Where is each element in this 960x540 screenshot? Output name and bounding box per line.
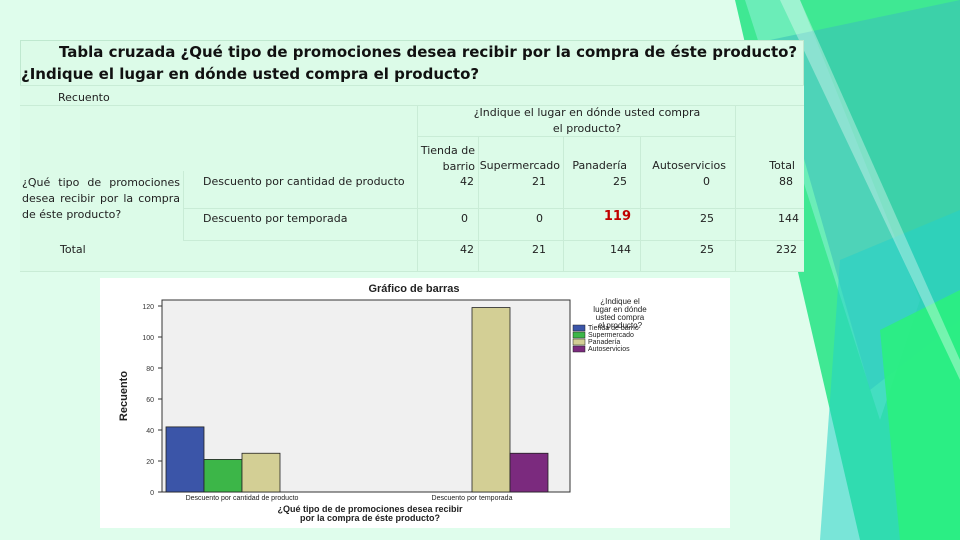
legend-swatch — [572, 324, 586, 332]
column-header-panaderia: Panadería — [572, 159, 627, 172]
table-cell: 88 — [779, 175, 793, 188]
x-tick-label: Descuento por cantidad de producto — [186, 495, 299, 502]
divider — [640, 136, 641, 272]
row-label: Descuento por cantidad de producto — [203, 175, 405, 188]
table-cell: 25 — [613, 175, 627, 188]
count-label: Recuento — [58, 91, 110, 104]
table-title-line2: ¿Indique el lugar en dónde usted compra … — [21, 65, 480, 83]
row-label: Descuento por temporada — [203, 212, 348, 225]
total-row-label: Total — [60, 243, 86, 256]
table-cell: 25 — [700, 212, 714, 225]
legend-title: usted compra — [596, 313, 645, 322]
column-header-total: Total — [769, 159, 795, 172]
column-group-header: ¿Indique el lugar en dónde usted compra … — [473, 106, 701, 135]
column-header-supermercado: Supermercado — [479, 159, 560, 172]
divider — [563, 136, 564, 272]
table-cell: 144 — [778, 212, 799, 225]
legend-title: lugar en dónde — [593, 305, 647, 314]
table-cell: 25 — [700, 243, 714, 256]
legend-title: ¿Indique el — [600, 297, 640, 306]
divider — [478, 136, 479, 272]
column-header-autoservicios: Autoservicios — [652, 159, 726, 172]
x-axis-label: ¿Qué tipo de de promociones desea recibi… — [277, 504, 463, 514]
legend-label: Supermercado — [588, 332, 634, 339]
divider — [183, 240, 804, 241]
table-cell: 21 — [532, 175, 546, 188]
divider — [418, 136, 736, 137]
bar — [203, 459, 243, 493]
y-tick-label: 60 — [146, 397, 154, 404]
x-axis-label-cont: por la compra de éste producto? — [300, 513, 440, 523]
bar-chart-svg: Gráfico de barras 0 20 40 60 80 100 120 Recuento… — [118, 283, 647, 523]
bar — [509, 452, 549, 493]
table-cell: 42 — [460, 175, 474, 188]
table-cell: 0 — [461, 212, 468, 225]
crosstab-table: Tabla cruzada ¿Qué tipo de promociones d… — [20, 40, 804, 272]
bar — [471, 307, 511, 493]
x-tick-label: Descuento por temporada — [432, 495, 513, 502]
table-title-line1: Tabla cruzada ¿Qué tipo de promociones d… — [59, 43, 798, 61]
bar — [241, 452, 281, 493]
table-cell: 232 — [776, 243, 797, 256]
column-header-tienda: Tienda de barrio — [420, 144, 475, 173]
y-tick-label: 40 — [146, 428, 154, 435]
legend-swatch — [572, 345, 586, 353]
legend-swatch — [572, 338, 586, 346]
table-cell-highlight: 119 — [603, 209, 631, 224]
divider — [183, 208, 804, 209]
divider — [20, 85, 804, 86]
table-title: Tabla cruzada ¿Qué tipo de promociones d… — [20, 40, 804, 86]
table-cell: 0 — [536, 212, 543, 225]
y-tick-label: 120 — [142, 304, 154, 311]
y-axis-label: Recuento — [118, 371, 130, 421]
divider — [20, 105, 804, 106]
row-group-label: ¿Qué tipo de promociones desea recibir p… — [22, 176, 180, 221]
y-tick-label: 0 — [150, 490, 154, 497]
legend-label: Tienda de barrio — [588, 325, 639, 332]
table-cell: 42 — [460, 243, 474, 256]
divider — [735, 105, 736, 272]
legend-label: Autoservicios — [588, 346, 630, 353]
y-tick-label: 20 — [146, 459, 154, 466]
bar — [165, 426, 205, 493]
legend-title: el producto? — [598, 321, 643, 330]
legend-label: Panadería — [588, 339, 620, 346]
chart-title: Gráfico de barras — [368, 283, 459, 295]
table-cell: 144 — [610, 243, 631, 256]
table-cell: 0 — [703, 175, 710, 188]
bar-chart: Gráfico de barras 0 20 40 60 80 100 120 Recuento… — [100, 278, 730, 528]
table-cell: 21 — [532, 243, 546, 256]
y-tick-label: 100 — [142, 335, 154, 342]
divider — [183, 171, 184, 241]
legend-swatch — [572, 331, 586, 339]
divider — [417, 105, 418, 272]
y-tick-label: 80 — [146, 366, 154, 373]
divider — [20, 271, 804, 272]
